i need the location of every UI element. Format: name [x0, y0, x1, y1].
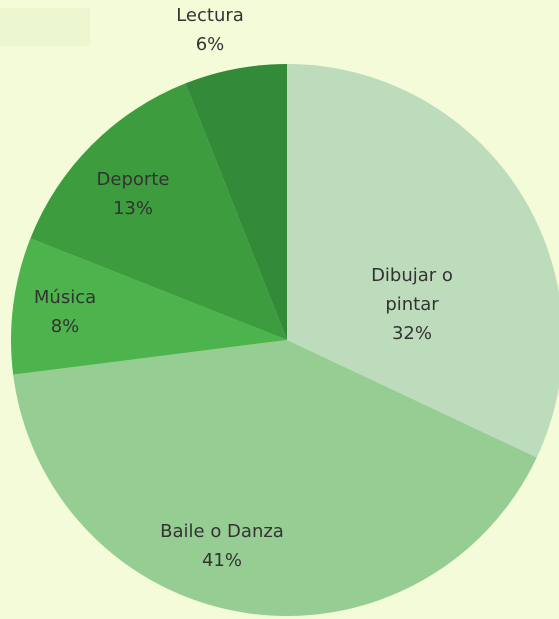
pie-slice [185, 64, 287, 340]
label-box: Lectura 6% [150, 2, 270, 60]
slice-label: Música 8% [10, 284, 120, 342]
category-label: Dibujar o pintar [371, 265, 453, 315]
category-label: Baile o Danza [160, 521, 284, 542]
pie-slice [13, 340, 537, 616]
value-label: 41% [201, 549, 242, 571]
slice-label: Lectura 6% [150, 2, 270, 60]
pie-slice [11, 238, 288, 375]
category-label: Lectura [176, 5, 244, 26]
label-box: Dibujar o pintar 32% [347, 262, 477, 348]
label-box: Deporte 13% [73, 166, 193, 224]
pie-slice [30, 83, 288, 341]
value-label: 6% [195, 33, 225, 55]
value-label: 32% [391, 322, 432, 344]
category-label: Deporte [96, 169, 170, 190]
decoration [0, 8, 90, 46]
slice-label: Deporte 13% [73, 166, 193, 224]
value-label: 8% [50, 315, 80, 337]
slice-label: Baile o Danza 41% [122, 518, 322, 576]
label-box: Baile o Danza 41% [122, 518, 322, 576]
category-label: Música [33, 287, 97, 308]
value-label: 13% [112, 197, 153, 219]
slice-label: Dibujar o pintar 32% [347, 262, 477, 348]
label-box: Música 8% [10, 284, 120, 342]
pie-slice [287, 64, 559, 458]
